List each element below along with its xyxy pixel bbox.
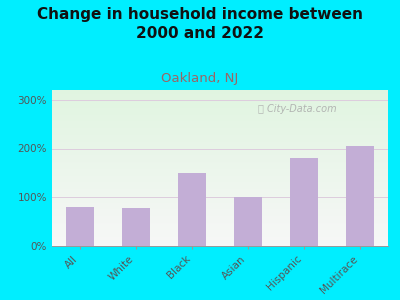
Bar [346, 146, 374, 246]
Bar [122, 208, 150, 246]
Text: Oakland, NJ: Oakland, NJ [161, 72, 239, 85]
Bar [290, 158, 318, 246]
Text: ⓘ City-Data.com: ⓘ City-Data.com [258, 104, 336, 114]
Bar [178, 173, 206, 246]
Bar [66, 207, 94, 246]
Text: Change in household income between
2000 and 2022: Change in household income between 2000 … [37, 8, 363, 41]
Bar [234, 197, 262, 246]
